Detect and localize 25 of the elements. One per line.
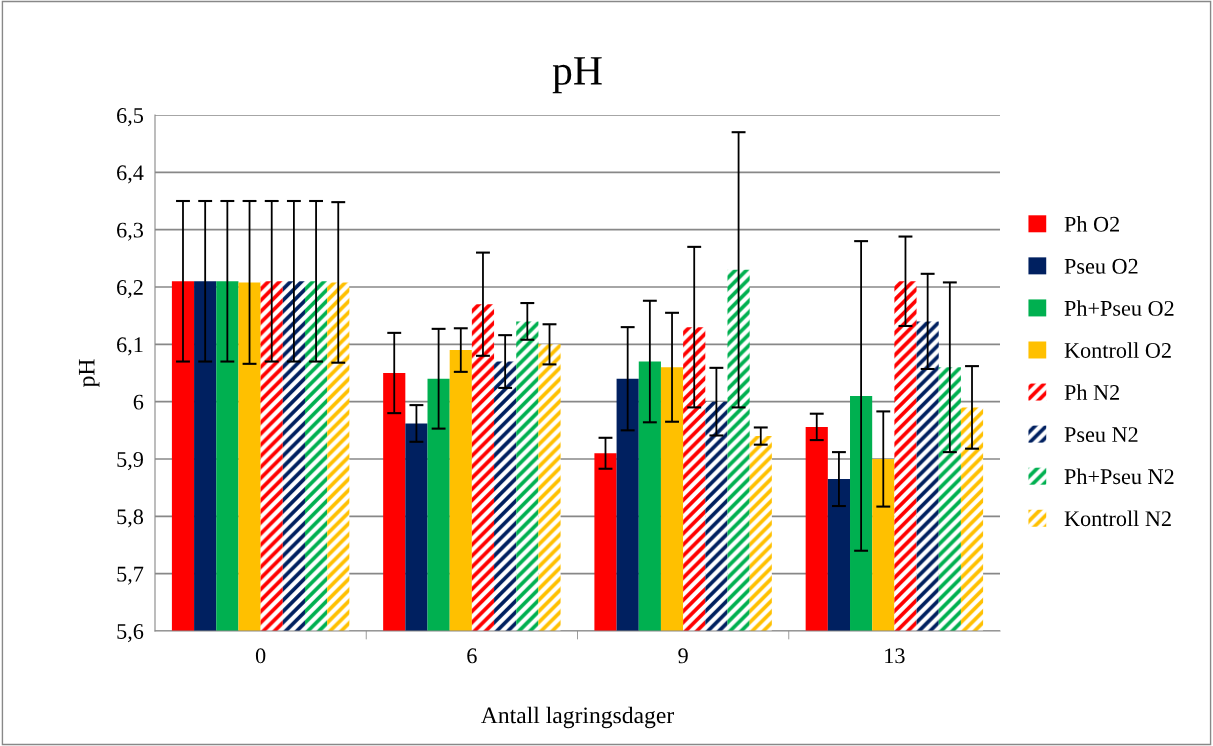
y-tick-label: 6,2 [117,279,143,299]
legend-label: Pseu N2 [1064,427,1138,443]
y-tick-label: 6,1 [117,337,143,356]
legend-label: Ph+Pseu O2 [1064,300,1174,316]
legend-label: Ph N2 [1064,384,1119,400]
y-tick-label: 6,4 [117,165,144,184]
legend-label: Ph O2 [1064,216,1119,232]
legend-label: Ph+Pseu N2 [1064,468,1174,485]
x-tick-label: 13 [885,648,905,664]
x-tick-label: 0 [255,648,266,664]
chart-title: pH [552,57,602,94]
y-axis-title: pH [78,359,100,388]
x-tick-label: 6 [467,648,477,664]
y-tick-label: 5,6 [117,623,144,643]
y-tick-label: 5,9 [117,451,143,471]
y-tick-label: 6 [133,394,144,410]
legend-label: Kontroll O2 [1064,342,1171,358]
legend-label: Kontroll N2 [1064,510,1171,527]
y-tick-label: 5,8 [117,509,144,528]
legend-label: Pseu O2 [1064,258,1138,274]
x-tick-label: 9 [678,648,688,664]
y-tick-label: 5,7 [117,566,144,585]
x-axis-title: Antall lagringsdager [481,706,674,729]
y-tick-label: 6,3 [117,222,144,241]
y-tick-label: 6,5 [117,107,144,127]
